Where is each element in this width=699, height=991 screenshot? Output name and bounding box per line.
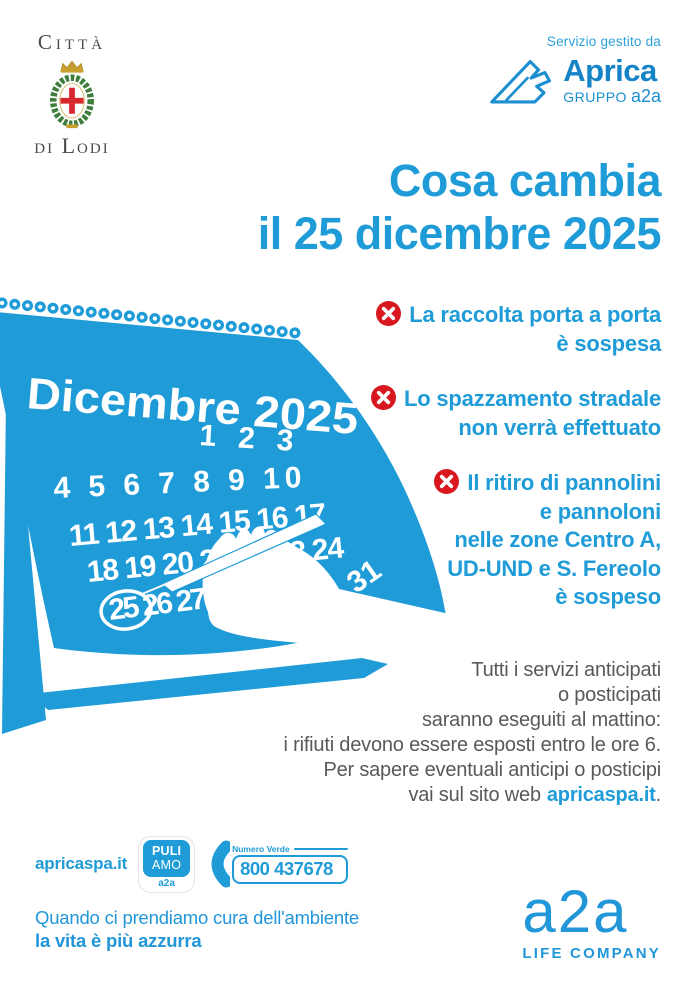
- service-changes-list: La raccolta porta a porta è sospesa Lo s…: [321, 301, 661, 639]
- notice-text: Il ritiro di pannolini e pannoloni nelle…: [447, 470, 661, 609]
- aprica-logo: Aprica GRUPPO a2a: [563, 55, 661, 105]
- aprica-wordmark: Aprica: [563, 53, 657, 88]
- info-period: .: [655, 784, 662, 806]
- puliamo-a2a-label: a2a: [158, 877, 175, 889]
- notice-raccolta: La raccolta porta a porta è sospesa: [321, 301, 661, 358]
- puliamo-line1: PULI: [151, 844, 182, 858]
- contact-row: apricaspa.it PULI AMO a2a Numero Verde 8…: [35, 834, 349, 894]
- page-title-line2: il 25 dicembre 2025: [257, 208, 662, 259]
- aprica-group-label: GRUPPO: [563, 89, 627, 105]
- city-logo-text-top: Città: [37, 30, 107, 54]
- hand-icon: [202, 526, 458, 652]
- aprica-group-a2a: a2a: [630, 86, 661, 106]
- notice-pannolini: Il ritiro di pannolini e pannoloni nelle…: [321, 469, 661, 612]
- a2a-life-company-logo: a2a LIFE COMPANY: [522, 878, 661, 962]
- a2a-wordmark: a2a: [522, 878, 629, 945]
- tagline-line2: la vita è più azzurra: [35, 930, 202, 951]
- x-circle-icon: [434, 469, 460, 494]
- puliamo-app-icon: PULI AMO a2a: [138, 835, 196, 893]
- a2a-subtitle: LIFE COMPANY: [522, 945, 661, 962]
- page-title-line1: Cosa cambia: [388, 155, 662, 206]
- managed-by-label: Servizio gestito da: [546, 34, 661, 49]
- calendar-illustration: Dicembre 2025 1 2 3 4 5 6 7 8 9 10 11 12…: [0, 297, 458, 734]
- circled-day-marker: [99, 589, 153, 631]
- tagline: Quando ci prendiamo cura dell'ambiente l…: [35, 906, 359, 952]
- lodi-crest-icon: [50, 60, 94, 129]
- page-title: Cosa cambia il 25 dicembre 2025: [257, 154, 662, 260]
- calendar-stand-base: [30, 658, 388, 710]
- city-of-lodi-logo: Città di Lodi: [24, 30, 120, 159]
- green-number-badge: Numero Verde 800 437678: [206, 840, 349, 888]
- service-managed-by: Servizio gestito da Aprica GRUPPO a2a: [489, 34, 661, 105]
- footer-website-link[interactable]: apricaspa.it: [35, 854, 128, 873]
- notice-text: La raccolta porta a porta è sospesa: [409, 302, 661, 356]
- info-text: Tutti i servizi anticipati o posticipati…: [283, 659, 662, 806]
- x-circle-icon: [376, 301, 402, 326]
- tagline-line1: Quando ci prendiamo cura dell'ambiente: [35, 907, 359, 928]
- aprica-swoosh-icon: [490, 60, 552, 104]
- puliamo-line2: AMO: [152, 857, 182, 872]
- x-circle-icon: [370, 385, 396, 410]
- pen-icon: [160, 513, 328, 593]
- notice-spazzamento: Lo spazzamento stradale non verrà effett…: [321, 385, 661, 442]
- calendar-stand-leg: [2, 395, 46, 734]
- phone-icon: [211, 840, 231, 888]
- calendar-week-row: 1 2 3: [199, 419, 295, 458]
- info-paragraph: Tutti i servizi anticipati o posticipati…: [181, 658, 662, 808]
- green-number-value[interactable]: 800 437678: [240, 858, 333, 879]
- calendar-page: [0, 312, 446, 656]
- city-logo-text-bottom: di Lodi: [34, 133, 110, 158]
- website-link[interactable]: apricaspa.it: [546, 784, 656, 806]
- green-number-label: Numero Verde: [232, 844, 290, 854]
- notice-text: Lo spazzamento stradale non verrà effett…: [403, 386, 661, 440]
